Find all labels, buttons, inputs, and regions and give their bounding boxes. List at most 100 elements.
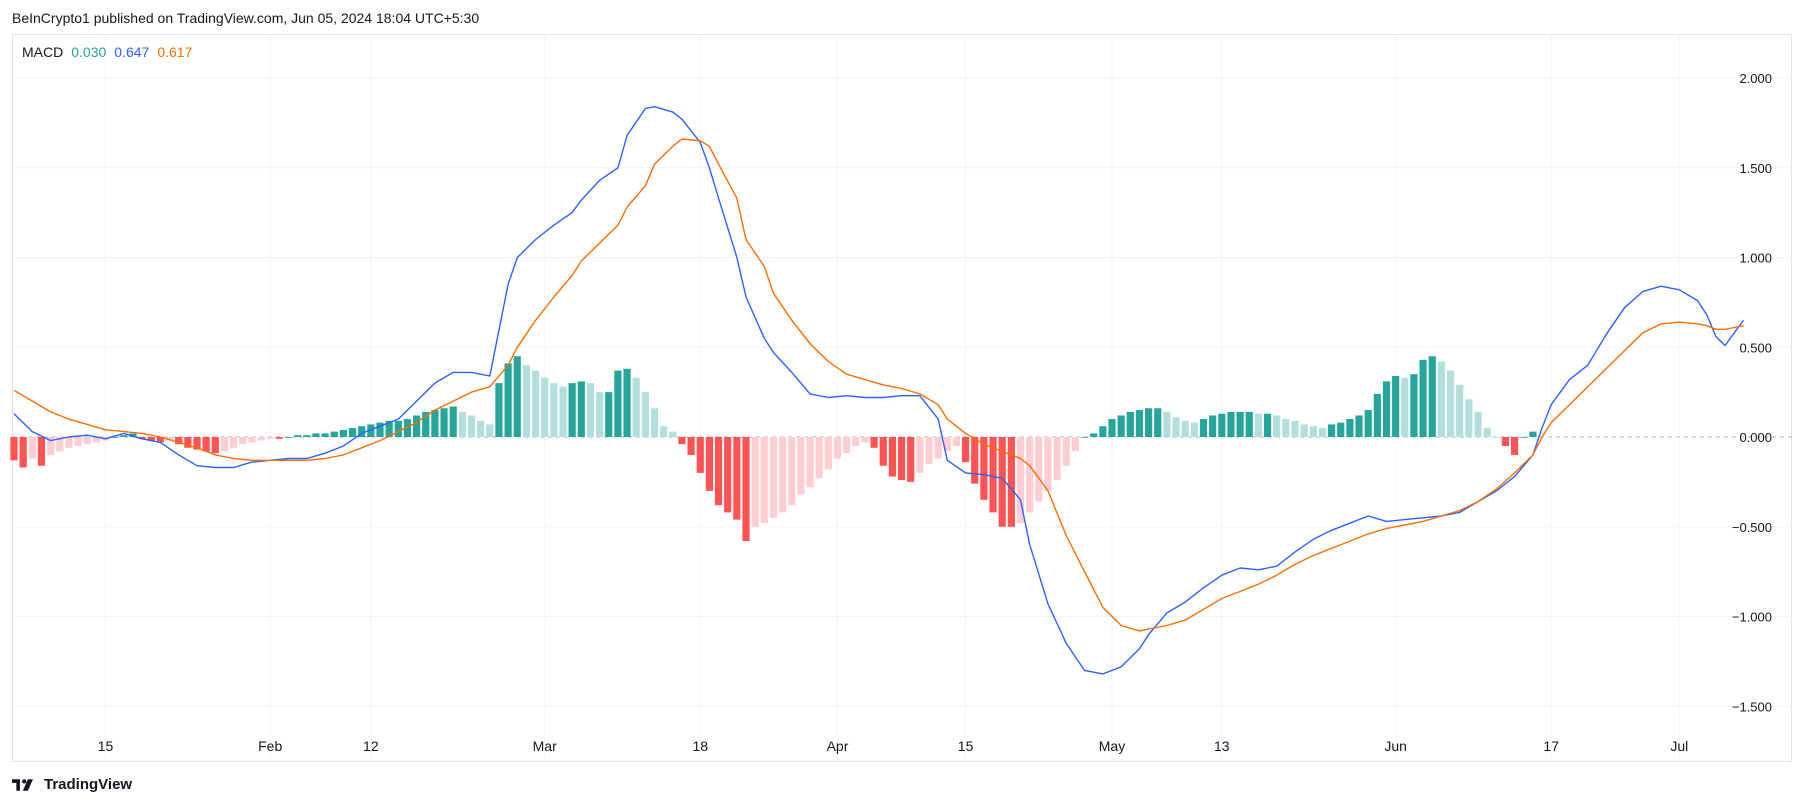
histogram-bar: [870, 437, 878, 448]
histogram-bar: [47, 437, 55, 455]
histogram-bar: [284, 437, 293, 438]
histogram-bar: [1392, 375, 1400, 437]
histogram-bar: [861, 437, 869, 443]
tradingview-brand[interactable]: TradingView: [12, 776, 132, 793]
grid-lines: [12, 34, 1792, 762]
macd-lines: [13, 106, 1744, 675]
x-tick-label: Jul: [1670, 738, 1688, 754]
histogram-bar: [815, 437, 823, 479]
histogram-bar: [541, 377, 549, 437]
y-tick-label: −1.000: [1732, 610, 1772, 625]
histogram-bar: [1254, 413, 1262, 437]
histogram-bar: [1117, 415, 1125, 437]
histogram-bar: [358, 426, 366, 437]
histogram-bar: [422, 411, 430, 437]
x-tick-label: 15: [958, 738, 974, 754]
histogram-bar: [220, 437, 229, 452]
x-tick-label: Jun: [1384, 738, 1407, 754]
histogram-bar: [312, 433, 320, 437]
histogram-bar: [1007, 437, 1015, 527]
histogram-bar: [705, 437, 713, 491]
x-tick-label: May: [1099, 738, 1125, 754]
y-tick-label: −0.500: [1732, 520, 1772, 535]
histogram-bar: [1227, 411, 1235, 437]
histogram-bar: [467, 415, 476, 437]
histogram-bar: [1428, 356, 1436, 437]
histogram-bar: [10, 437, 18, 461]
histogram-bar: [303, 435, 311, 437]
histogram-bar: [1364, 410, 1372, 437]
histogram-bar: [623, 368, 631, 437]
histogram-bar: [742, 437, 750, 542]
brand-name: TradingView: [44, 776, 133, 793]
histogram-bar: [852, 437, 860, 446]
histogram-bar: [184, 437, 192, 448]
histogram-bar: [1172, 417, 1180, 437]
histogram-bar: [495, 383, 503, 437]
legend-title: MACD: [22, 44, 64, 60]
histogram-bar: [1145, 408, 1153, 437]
histogram-bar: [916, 437, 924, 473]
histogram-bar: [129, 433, 137, 437]
histogram-bar: [962, 437, 970, 463]
histogram-bar: [1291, 420, 1299, 437]
histogram-bar: [806, 437, 814, 488]
histogram-bar: [83, 437, 91, 445]
histogram-bar: [1099, 426, 1107, 437]
chart-frame: [12, 34, 1792, 762]
histogram-bar: [934, 437, 942, 459]
histogram-bar: [632, 377, 640, 437]
signal-line: [13, 138, 1744, 632]
histogram-bar: [843, 437, 851, 454]
histogram-bar: [1035, 437, 1043, 502]
histogram-bar: [1190, 422, 1198, 437]
legend-histogram-value: 0.030: [71, 44, 107, 60]
histogram-bar: [1346, 419, 1354, 437]
histogram-bar: [1071, 437, 1079, 452]
histogram-bar: [431, 410, 439, 437]
histogram-bar: [660, 426, 668, 437]
histogram-bar: [1199, 419, 1208, 437]
histogram-bar: [568, 383, 576, 437]
x-tick-label: Feb: [258, 738, 282, 754]
histogram-bar: [1053, 437, 1061, 481]
histogram-bar: [156, 437, 164, 443]
histogram-bar: [175, 437, 183, 445]
histogram-bar: [367, 424, 375, 437]
histogram-bar: [248, 437, 256, 443]
y-tick-label: 1.500: [1739, 161, 1772, 176]
histogram-bar: [531, 370, 540, 437]
histogram-bar: [596, 392, 604, 437]
published-caption: BeInCrypto1 published on TradingView.com…: [12, 10, 480, 26]
y-tick-label: 2.000: [1739, 71, 1772, 86]
histogram-bar: [202, 437, 210, 452]
histogram-bar: [1437, 361, 1445, 437]
histogram-bar: [897, 437, 906, 481]
histogram-bar: [605, 392, 613, 437]
x-tick-label: 13: [1214, 738, 1230, 754]
histogram-bar: [348, 428, 357, 437]
histogram-bar: [120, 435, 128, 437]
histogram-bar: [1465, 399, 1473, 437]
histogram-bar: [92, 437, 100, 443]
histogram-bars: [10, 356, 1537, 542]
x-tick-label: Mar: [533, 738, 557, 754]
indicator-legend[interactable]: MACD 0.030 0.647 0.617: [22, 44, 192, 60]
histogram-bar: [193, 437, 201, 450]
histogram-bar: [111, 437, 119, 438]
histogram-bar: [1318, 428, 1327, 437]
histogram-bar: [760, 437, 768, 524]
x-tick-label: Apr: [827, 738, 849, 754]
histogram-bar: [37, 437, 46, 466]
histogram-bar: [751, 437, 759, 527]
x-tick-label: 18: [692, 738, 708, 754]
histogram-bar: [1108, 419, 1116, 437]
histogram-bar: [1080, 437, 1089, 438]
histogram-bar: [1382, 381, 1391, 437]
histogram-bar: [56, 437, 64, 452]
histogram-bar: [779, 437, 787, 513]
legend-macd-value: 0.647: [114, 44, 150, 60]
histogram-bar: [1529, 431, 1537, 437]
y-tick-label: 1.000: [1739, 251, 1772, 266]
